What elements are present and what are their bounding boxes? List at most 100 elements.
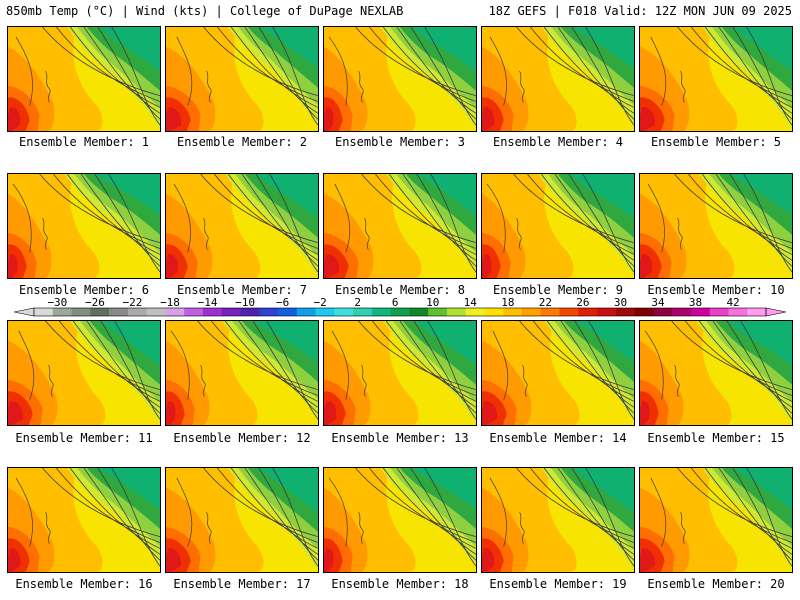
ensemble-member-label: Ensemble Member: 11 (15, 431, 153, 445)
ensemble-member-label: Ensemble Member: 9 (492, 283, 624, 297)
ensemble-member-label: Ensemble Member: 13 (331, 431, 469, 445)
colorbar-swatch (522, 308, 542, 316)
colorbar-swatch (146, 308, 166, 316)
ensemble-member-label: Ensemble Member: 8 (334, 283, 466, 297)
ensemble-member-label: Ensemble Member: 20 (647, 577, 785, 591)
colorbar-swatch (353, 308, 373, 316)
ensemble-map-panel (639, 173, 793, 279)
colorbar-tick-label: 18 (501, 297, 514, 309)
colorbar-swatch (540, 308, 560, 316)
ensemble-map-panel (7, 320, 161, 426)
header-right-title: 18Z GEFS | F018 Valid: 12Z MON JUN 09 20… (488, 4, 792, 18)
colorbar-tick-label: 38 (689, 297, 702, 309)
ensemble-member-label: Ensemble Member: 19 (489, 577, 627, 591)
colorbar-tick-label: −2 (314, 297, 327, 309)
colorbar-tick-label: 22 (539, 297, 552, 309)
ensemble-map-panel (165, 173, 319, 279)
colorbar-tick-label: −14 (198, 297, 218, 309)
colorbar-swatch (747, 308, 767, 316)
colorbar-swatch (428, 308, 448, 316)
colorbar-swatch (109, 308, 129, 316)
ensemble-map-panel (7, 26, 161, 132)
colorbar-left-arrow (13, 307, 35, 317)
colorbar-swatch (165, 308, 185, 316)
ensemble-map-panel (323, 26, 477, 132)
ensemble-map-panel (165, 467, 319, 573)
colorbar-swatch (71, 308, 91, 316)
colorbar-tick-label: 30 (614, 297, 627, 309)
ensemble-member-label: Ensemble Member: 5 (650, 135, 782, 149)
ensemble-member-label: Ensemble Member: 2 (176, 135, 308, 149)
colorbar-swatch (52, 308, 72, 316)
colorbar-swatch (259, 308, 279, 316)
colorbar-swatch (446, 308, 466, 316)
ensemble-map-panel (165, 26, 319, 132)
colorbar-tick-label: −6 (276, 297, 289, 309)
ensemble-member-label: Ensemble Member: 17 (173, 577, 311, 591)
colorbar-swatch (709, 308, 729, 316)
colorbar-swatch (728, 308, 748, 316)
ensemble-map-panel (639, 320, 793, 426)
ensemble-member-label: Ensemble Member: 18 (331, 577, 469, 591)
ensemble-member-label: Ensemble Member: 16 (15, 577, 153, 591)
colorbar-tick-label: 14 (464, 297, 478, 309)
colorbar-swatch (240, 308, 260, 316)
colorbar-swatch (278, 308, 298, 316)
ensemble-member-label: Ensemble Member: 15 (647, 431, 785, 445)
colorbar-swatch (484, 308, 504, 316)
ensemble-map-panel (323, 467, 477, 573)
colorbar-swatch (296, 308, 316, 316)
colorbar-tick-label: −30 (47, 297, 67, 309)
colorbar-tick-label: −26 (85, 297, 105, 309)
colorbar-tick-label: 10 (426, 297, 439, 309)
ensemble-map-panel (481, 173, 635, 279)
colorbar-tick-label: −22 (123, 297, 143, 309)
ensemble-member-label: Ensemble Member: 10 (647, 283, 785, 297)
colorbar-right-arrow (765, 307, 787, 317)
ensemble-map-panel (639, 26, 793, 132)
ensemble-member-label: Ensemble Member: 7 (176, 283, 308, 297)
colorbar-swatch (221, 308, 241, 316)
colorbar-swatch (390, 308, 410, 316)
colorbar-swatch (34, 308, 54, 316)
colorbar-swatch (672, 308, 692, 316)
ensemble-map-panel (323, 320, 477, 426)
colorbar-swatch (615, 308, 635, 316)
header-left-title: 850mb Temp (°C) | Wind (kts) | College o… (6, 4, 404, 18)
colorbar-tick-label: −10 (235, 297, 255, 309)
ensemble-map-panel (481, 26, 635, 132)
colorbar-swatch (315, 308, 335, 316)
colorbar-swatch (653, 308, 673, 316)
colorbar-swatch (127, 308, 147, 316)
colorbar-tick-label: 42 (726, 297, 739, 309)
colorbar-swatch (334, 308, 354, 316)
ensemble-map-panel (165, 320, 319, 426)
colorbar-swatch (503, 308, 523, 316)
colorbar-tick-label: 2 (354, 297, 361, 309)
colorbar-swatch (90, 308, 110, 316)
colorbar-outline (33, 307, 767, 317)
colorbar-swatch (559, 308, 579, 316)
colorbar-swatch (465, 308, 485, 316)
colorbar-swatch (409, 308, 429, 316)
colorbar-swatch (597, 308, 617, 316)
temperature-colorbar: −30 −26 −22 −18 −14 −10 −6 −2 2 6 10 14 18 22 26 30 34 38… (13, 297, 787, 317)
colorbar-swatch (578, 308, 598, 316)
colorbar-swatch (634, 308, 654, 316)
colorbar-swatch (202, 308, 222, 316)
ensemble-member-label: Ensemble Member: 6 (18, 283, 150, 297)
ensemble-member-label: Ensemble Member: 14 (489, 431, 627, 445)
colorbar-swatch (184, 308, 204, 316)
colorbar-swatch (690, 308, 710, 316)
ensemble-member-label: Ensemble Member: 3 (334, 135, 466, 149)
ensemble-map-panel (481, 467, 635, 573)
ensemble-member-label: Ensemble Member: 4 (492, 135, 624, 149)
colorbar-tick-label: −18 (160, 297, 180, 309)
ensemble-member-label: Ensemble Member: 1 (18, 135, 150, 149)
ensemble-map-panel (323, 173, 477, 279)
ensemble-map-panel (639, 467, 793, 573)
colorbar-swatch (371, 308, 391, 316)
colorbar-tick-label: 6 (392, 297, 399, 309)
ensemble-map-panel (481, 320, 635, 426)
ensemble-map-panel (7, 173, 161, 279)
